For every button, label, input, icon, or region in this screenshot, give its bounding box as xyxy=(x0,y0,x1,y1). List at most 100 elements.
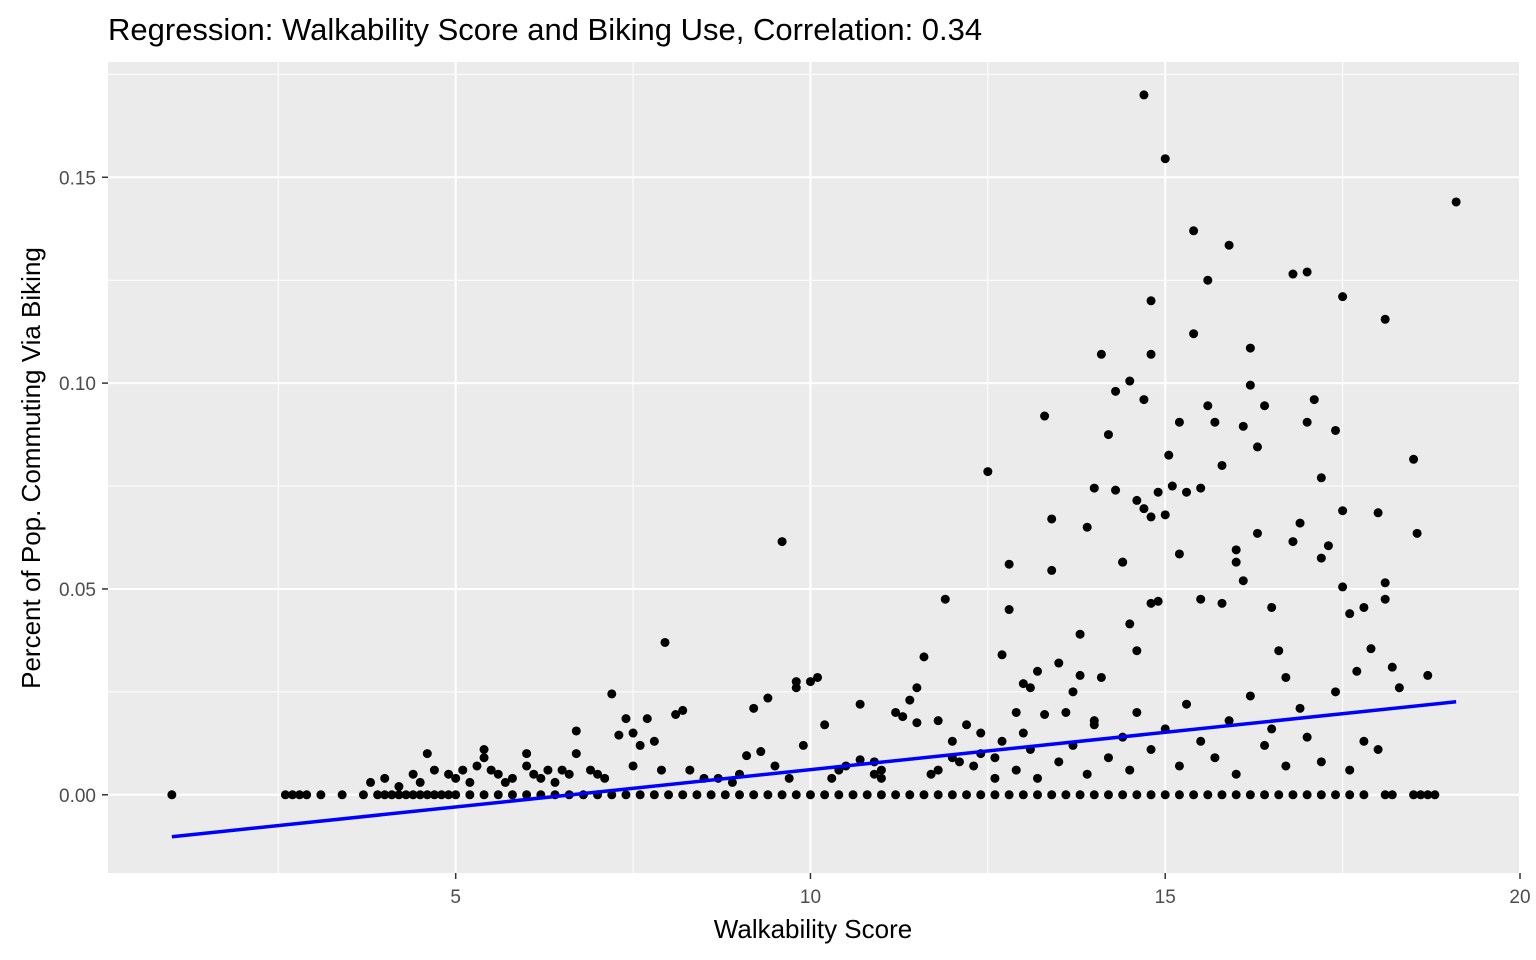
data-point xyxy=(749,790,759,800)
data-point xyxy=(1146,512,1156,522)
data-point xyxy=(1217,790,1227,800)
data-point xyxy=(1167,481,1177,491)
data-point xyxy=(1260,401,1270,411)
data-point xyxy=(660,637,670,647)
data-point xyxy=(919,790,929,800)
data-point xyxy=(302,790,312,800)
data-point xyxy=(777,790,787,800)
data-point xyxy=(394,782,404,792)
data-point xyxy=(891,790,901,800)
data-point xyxy=(1040,411,1050,421)
data-point xyxy=(1359,602,1369,612)
data-point xyxy=(1082,769,1092,779)
data-point xyxy=(522,790,532,800)
data-point xyxy=(1096,349,1106,359)
data-point xyxy=(536,773,546,783)
data-point xyxy=(1075,790,1085,800)
data-point xyxy=(919,652,929,662)
data-point xyxy=(465,790,475,800)
data-point xyxy=(1260,740,1270,750)
data-point xyxy=(1203,401,1213,411)
data-point xyxy=(1096,672,1106,682)
data-point xyxy=(990,773,1000,783)
data-point xyxy=(912,683,922,693)
data-point xyxy=(777,537,787,547)
data-point xyxy=(1380,578,1390,588)
data-point xyxy=(1203,790,1213,800)
data-point xyxy=(763,790,773,800)
data-point xyxy=(1089,483,1099,493)
data-point xyxy=(1260,790,1270,800)
data-point xyxy=(1033,666,1043,676)
data-point xyxy=(1196,594,1206,604)
data-point xyxy=(1288,537,1298,547)
data-point xyxy=(607,790,617,800)
data-point xyxy=(1338,506,1348,516)
data-point xyxy=(1288,269,1298,279)
data-point xyxy=(607,689,617,699)
data-point xyxy=(990,753,1000,763)
data-point xyxy=(401,790,411,800)
data-point xyxy=(671,710,681,720)
data-point xyxy=(1359,736,1369,746)
data-point xyxy=(1174,761,1184,771)
data-point xyxy=(500,777,510,787)
data-point xyxy=(1068,687,1078,697)
data-point xyxy=(1451,197,1461,207)
data-point xyxy=(422,749,432,759)
data-point xyxy=(1274,790,1284,800)
data-point xyxy=(656,765,666,775)
data-point xyxy=(692,790,702,800)
data-point xyxy=(678,705,688,715)
data-point xyxy=(1011,765,1021,775)
data-point xyxy=(1302,267,1312,277)
data-point xyxy=(855,755,865,765)
y-tick-label: 0.05 xyxy=(59,580,96,601)
data-point xyxy=(465,777,475,787)
data-point xyxy=(1189,329,1199,339)
data-point xyxy=(1224,716,1234,726)
data-point xyxy=(1231,790,1241,800)
data-point xyxy=(387,790,397,800)
data-point xyxy=(444,769,454,779)
data-point xyxy=(1331,425,1341,435)
data-point xyxy=(1075,629,1085,639)
data-point xyxy=(1139,395,1149,405)
axes: 5 10 15 20 0.00 0.05 0.10 0.15 xyxy=(59,168,1531,908)
data-point xyxy=(1089,790,1099,800)
data-point xyxy=(1196,483,1206,493)
data-point xyxy=(436,790,446,800)
data-point xyxy=(380,790,390,800)
data-point xyxy=(1302,790,1312,800)
data-point xyxy=(1316,473,1326,483)
data-point xyxy=(827,773,837,783)
data-point xyxy=(1018,728,1028,738)
data-point xyxy=(1409,454,1419,464)
data-point xyxy=(1423,670,1433,680)
data-point xyxy=(1132,790,1142,800)
data-point xyxy=(621,714,631,724)
data-point xyxy=(1125,376,1135,386)
data-point xyxy=(1103,430,1113,440)
data-point xyxy=(1011,707,1021,717)
data-point xyxy=(933,790,943,800)
data-point xyxy=(1416,790,1426,800)
data-point xyxy=(1018,679,1028,689)
data-point xyxy=(1352,666,1362,676)
data-point xyxy=(933,716,943,726)
data-point xyxy=(1174,549,1184,559)
data-point xyxy=(380,773,390,783)
data-point xyxy=(848,790,858,800)
data-point xyxy=(1231,557,1241,567)
data-point xyxy=(593,769,603,779)
data-point xyxy=(1295,703,1305,713)
data-point xyxy=(1004,605,1014,615)
data-point xyxy=(1018,790,1028,800)
data-point xyxy=(876,790,886,800)
data-point xyxy=(1387,662,1397,672)
data-point xyxy=(947,790,957,800)
data-point xyxy=(479,790,489,800)
data-point xyxy=(1153,596,1163,606)
data-point xyxy=(898,712,908,722)
data-point xyxy=(1281,761,1291,771)
